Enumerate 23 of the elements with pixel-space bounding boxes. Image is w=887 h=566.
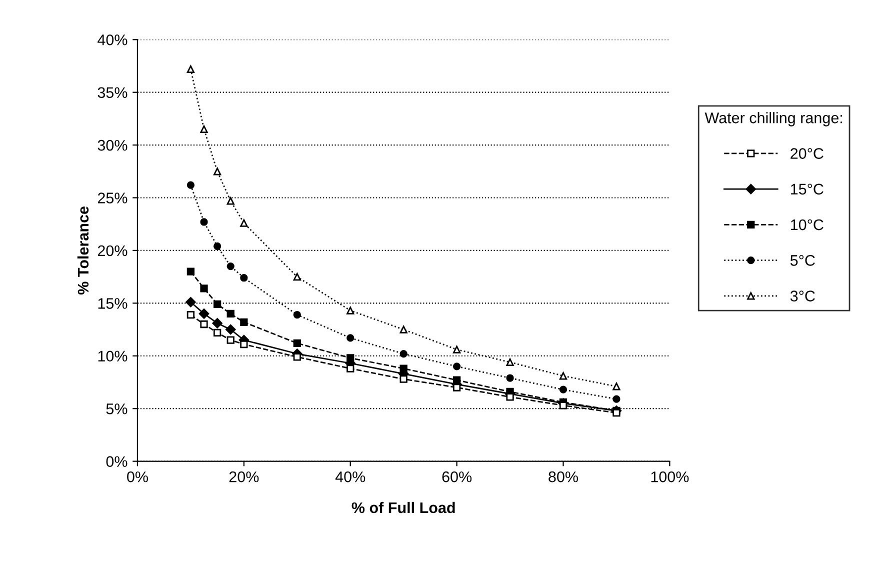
y-tick-label: 40% bbox=[98, 34, 128, 46]
x-tick-label: 20% bbox=[229, 471, 259, 482]
legend-label: 20°C bbox=[790, 148, 824, 159]
x-tick-label: 80% bbox=[548, 471, 578, 482]
x-tick-label: 40% bbox=[335, 471, 366, 482]
x-tick-label: 60% bbox=[442, 471, 472, 482]
legend-title: Water chilling range: bbox=[704, 112, 842, 126]
y-tick-label: 0% bbox=[106, 456, 128, 467]
x-tick-label: 100% bbox=[651, 471, 689, 482]
y-tick-label: 20% bbox=[98, 245, 128, 256]
y-tick-label: 25% bbox=[98, 192, 128, 204]
y-tick-label: 15% bbox=[98, 298, 128, 309]
y-tick-label: 35% bbox=[98, 87, 128, 98]
legend-label: 5°C bbox=[790, 255, 815, 266]
y-tick-label: 5% bbox=[106, 404, 128, 414]
legend-label: 15°C bbox=[791, 184, 824, 195]
x-tick-label: 0% bbox=[127, 471, 148, 482]
y-axis-title: % Tolerance bbox=[77, 206, 89, 295]
legend-label: 10°C bbox=[791, 219, 824, 230]
y-tick-label: 10% bbox=[98, 350, 128, 362]
legend-label: 3°C bbox=[790, 290, 815, 302]
x-axis-title: % of Full Load bbox=[352, 502, 455, 514]
y-tick-label: 30% bbox=[98, 140, 128, 151]
